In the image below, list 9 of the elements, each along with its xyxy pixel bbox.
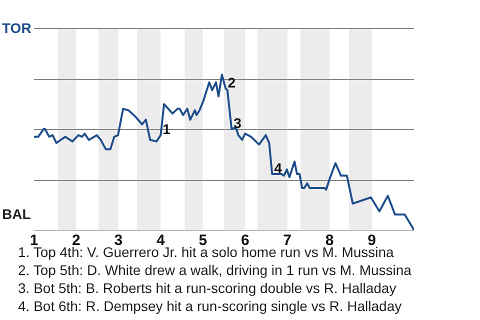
annotation: 4 xyxy=(274,160,282,176)
text: BAL xyxy=(2,206,31,222)
text: TOR xyxy=(2,20,32,36)
annotation: 1 xyxy=(162,121,171,138)
annotation: 2 xyxy=(228,74,236,90)
annotation: 3 xyxy=(234,114,242,131)
text: 3. Bot 5th: B. Roberts hit a run-scoring double vs R. Halladay xyxy=(18,279,398,297)
text: 2. Top 5th: D. White drew a walk, driving in 1 run vs M. Mussina xyxy=(18,261,412,279)
text: 4. Bot 6th: R. Dempsey hit a run-scoring single vs R. Halladay xyxy=(18,297,403,315)
